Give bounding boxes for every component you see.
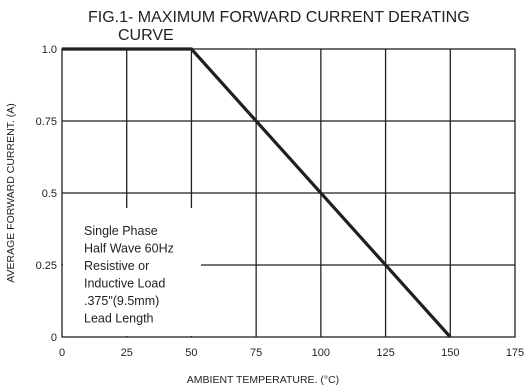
annotation-line: Inductive Load	[84, 277, 165, 291]
series-group	[62, 47, 452, 339]
y-tick-label: 0.5	[42, 188, 57, 200]
annotation-line: Lead Length	[84, 312, 154, 326]
y-tick-label: 0.75	[36, 116, 57, 128]
x-tick-label: 150	[441, 347, 459, 359]
y-tick-labels: 0 0.25 0.5 0.75 1.0	[36, 44, 57, 344]
x-tick-label: 50	[185, 347, 197, 359]
series-line-0	[62, 47, 452, 339]
annotation-line: Single Phase	[84, 224, 158, 238]
plot-frame	[61, 48, 516, 338]
annotation-line: Resistive or	[84, 259, 149, 273]
x-tick-label: 75	[250, 347, 262, 359]
x-tick-label: 100	[312, 347, 330, 359]
x-tick-label: 125	[376, 347, 394, 359]
annotation-line: .375"(9.5mm)	[84, 294, 159, 308]
annotation-box: Single Phase Half Wave 60Hz Resistive or In…	[63, 208, 201, 336]
chart-title-line1: FIG.1- MAXIMUM FORWARD CURRENT DERATING	[88, 9, 470, 26]
x-tick-label: 25	[121, 347, 133, 359]
annotation-background	[63, 208, 201, 336]
chart-title-line2: CURVE	[118, 27, 174, 44]
annotation-line: Half Wave 60Hz	[84, 242, 174, 256]
y-tick-label: 0	[51, 332, 57, 344]
y-tick-label: 0.25	[36, 260, 57, 272]
x-tick-label: 0	[59, 347, 65, 359]
y-axis-label: AVERAGE FORWARD CURRENT. (A)	[5, 103, 17, 282]
y-tick-label: 1.0	[42, 44, 57, 56]
x-tick-labels: 0 25 50 75 100 125 150 175	[59, 347, 524, 359]
x-tick-label: 175	[506, 347, 524, 359]
x-axis-label: AMBIENT TEMPERATURE. (°C)	[187, 374, 339, 386]
